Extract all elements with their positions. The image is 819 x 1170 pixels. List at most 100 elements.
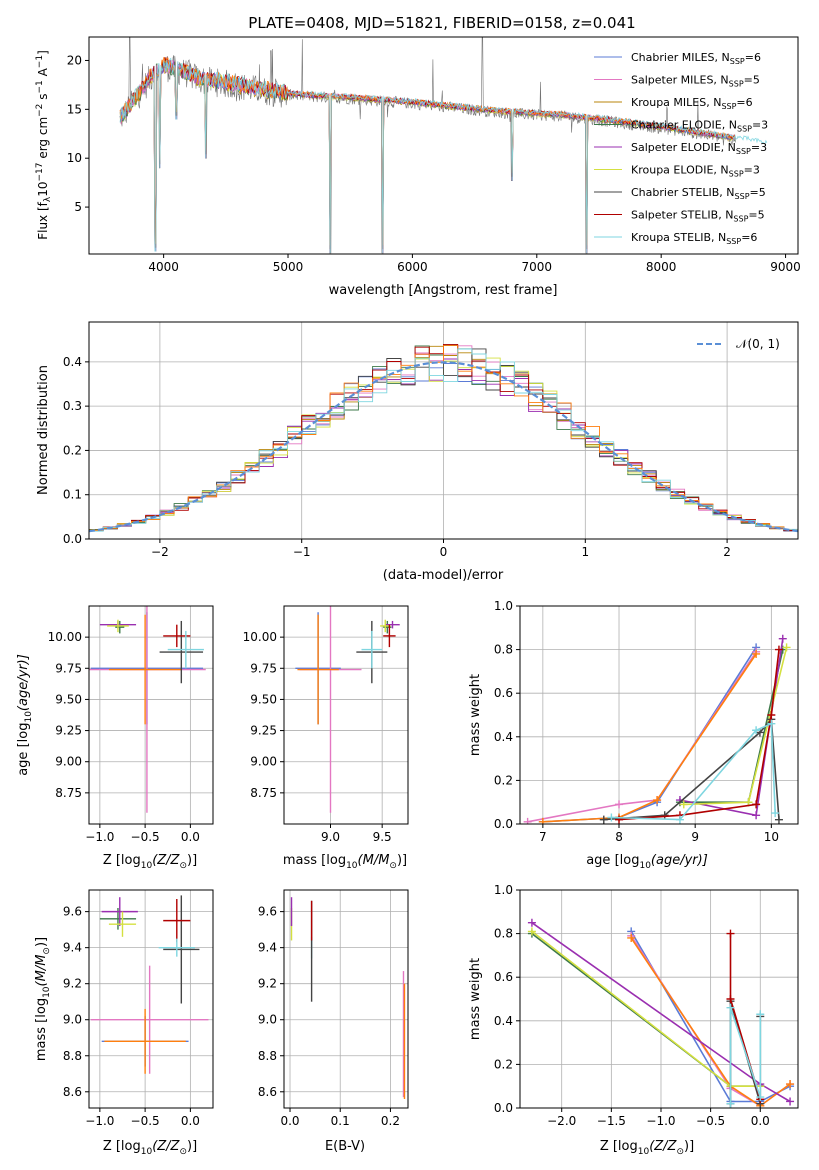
z-mass-xlabel: Z [log10(Z/Z⊙)]	[103, 1139, 197, 1157]
y-tick-label: 9.6	[63, 905, 82, 919]
residuals-panel: −2 −1 0 1 2 0.0 0.1 0.2 0.3 0.4 (data-model)/erro…	[36, 321, 799, 583]
weight-marker	[752, 800, 761, 809]
y-tick-label: 9.75	[250, 661, 277, 675]
y-tick-label: 15	[67, 102, 82, 116]
y-tick-label: 9.6	[258, 905, 277, 919]
y-tick-label: 20	[67, 53, 82, 67]
z-age-panel: −1.0 −0.5 0.0 8.75 9.00 9.25 9.50 9.75 10.00	[48, 605, 214, 844]
legend-entry: Kroupa STELIB, NSSP=6	[631, 231, 757, 246]
x-tick-label: 8	[615, 830, 623, 844]
weight-marker	[752, 649, 761, 658]
legend-entry: Chabrier MILES, NSSP=6	[631, 51, 761, 66]
z-mass-panel: −1.0 −0.5 0.0 8.6 8.8 9.0 9.2 9.4 9.6	[63, 889, 214, 1128]
y-tick-label: 0.0	[494, 817, 513, 831]
y-tick-label: 0.2	[63, 443, 82, 457]
spectrum-line-c8	[119, 56, 736, 250]
weight-marker	[527, 927, 536, 936]
x-tick-label: −1.0	[85, 1114, 114, 1128]
weight-marker	[653, 796, 662, 805]
x-tick-label: 0.1	[331, 1114, 350, 1128]
x-tick-label: −1.5	[597, 1114, 626, 1128]
x-tick-label: 7	[539, 830, 547, 844]
panel-frame	[88, 889, 214, 1109]
legend-entry: Salpeter ELODIE, NSSP=3	[631, 141, 767, 156]
y-tick-label: 9.25	[250, 724, 277, 738]
x-tick-label: 6000	[397, 260, 428, 274]
y-tick-label: 9.75	[55, 661, 82, 675]
weight-marker	[607, 813, 616, 822]
histogram-c9	[89, 348, 798, 533]
figure-title: PLATE=0408, MJD=51821, FIBERID=0158, z=0…	[248, 14, 635, 32]
grid	[284, 890, 408, 1108]
legend-entry: Kroupa ELODIE, NSSP=3	[631, 164, 760, 179]
y-tick-label: 8.6	[63, 1085, 82, 1099]
y-tick-label: 9.0	[63, 1013, 82, 1027]
panel-frame	[519, 889, 799, 1109]
y-tick-label: 0.8	[494, 643, 513, 657]
y-tick-label: 9.00	[250, 755, 277, 769]
axes: 0.0 0.1 0.2 8.6 8.8 9.0 9.2 9.4 9.6	[258, 905, 400, 1128]
weight-marker	[726, 1003, 735, 1012]
weight-line	[531, 930, 761, 1087]
grid	[520, 889, 798, 1109]
axes: −1.0 −0.5 0.0 8.75 9.00 9.25 9.50 9.75 10.00	[48, 630, 200, 844]
weight-marker	[782, 643, 791, 652]
panel-frame	[283, 889, 409, 1109]
x-tick-label: 2	[723, 545, 731, 559]
marks	[295, 606, 400, 813]
gaussian-legend-label: 𝒩(0, 1)	[736, 337, 780, 351]
weight-marker	[756, 1093, 765, 1102]
weight-line	[618, 649, 780, 821]
gaussian-curve	[89, 361, 798, 533]
x-tick-label: 10	[764, 830, 779, 844]
axes: −2.0 −1.5 −1.0 −0.5 0.0 0.0 0.2 0.4 0.6 0.8 1.0	[494, 883, 770, 1128]
weight-marker	[679, 800, 688, 809]
spectrum-legend: Chabrier MILES, NSSP=6 Salpeter MILES, NS…	[594, 51, 768, 246]
y-tick-label: 10.00	[243, 630, 277, 644]
x-tick-label: 0.0	[181, 830, 200, 844]
y-tick-label: 9.2	[63, 977, 82, 991]
mass-age-panel: 9.0 9.5 8.75 9.00 9.25 9.50 9.75 10.00	[243, 605, 409, 844]
weight-marker	[527, 918, 536, 927]
spectrum-panel: 4000 5000 6000 7000 8000 9000 5 10 15 20 waveleng…	[35, 36, 801, 298]
axes: 7 8 9 10 0.0 0.2 0.4 0.6 0.8 1.0	[494, 599, 779, 844]
z-mass-ylabel: mass [log10(M/M⊙)]	[34, 937, 52, 1061]
x-tick-label: 7000	[522, 260, 553, 274]
y-tick-label: 0.0	[494, 1101, 513, 1115]
residuals-xlabel: (data-model)/error	[383, 568, 504, 583]
y-tick-label: 9.50	[250, 692, 277, 706]
panel-frame	[283, 605, 409, 825]
grid	[520, 605, 798, 825]
marks	[290, 897, 406, 1099]
weight-marker	[726, 995, 735, 1003]
x-tick-label: 1	[581, 545, 589, 559]
grid	[89, 606, 213, 824]
x-tick-label: 0.2	[381, 1114, 400, 1128]
y-tick-label: 0.6	[494, 686, 513, 700]
y-tick-label: 10.00	[48, 630, 82, 644]
legend-entry: Salpeter MILES, NSSP=5	[631, 74, 760, 89]
axes: 9.0 9.5 8.75 9.00 9.25 9.50 9.75 10.00	[243, 630, 392, 844]
weight-marker	[774, 645, 783, 654]
weight-line	[729, 1007, 762, 1104]
weight-line	[630, 930, 791, 1103]
x-tick-label: −1.0	[85, 830, 114, 844]
y-tick-label: 0.4	[494, 1014, 513, 1028]
y-tick-label: 0.1	[63, 488, 82, 502]
weight-line	[630, 937, 791, 1107]
weight-marker	[767, 711, 776, 719]
y-tick-label: 1.0	[494, 599, 513, 613]
legend-entry: Kroupa MILES, NSSP=6	[631, 96, 753, 111]
z-age-xlabel: Z [log10(Z/Z⊙)]	[103, 853, 197, 871]
y-tick-label: 9.4	[63, 941, 82, 955]
x-tick-label: −0.5	[696, 1114, 725, 1128]
y-tick-label: 0.6	[494, 970, 513, 984]
x-tick-label: 9	[691, 830, 699, 844]
y-tick-label: 0.4	[494, 730, 513, 744]
x-tick-label: 0.0	[181, 1114, 200, 1128]
x-tick-label: 0	[440, 545, 448, 559]
z-weight-xlabel: Z [log10(Z/Z⊙)]	[600, 1139, 694, 1157]
weight-marker	[771, 809, 780, 818]
spectrum-line-c2	[119, 58, 736, 254]
